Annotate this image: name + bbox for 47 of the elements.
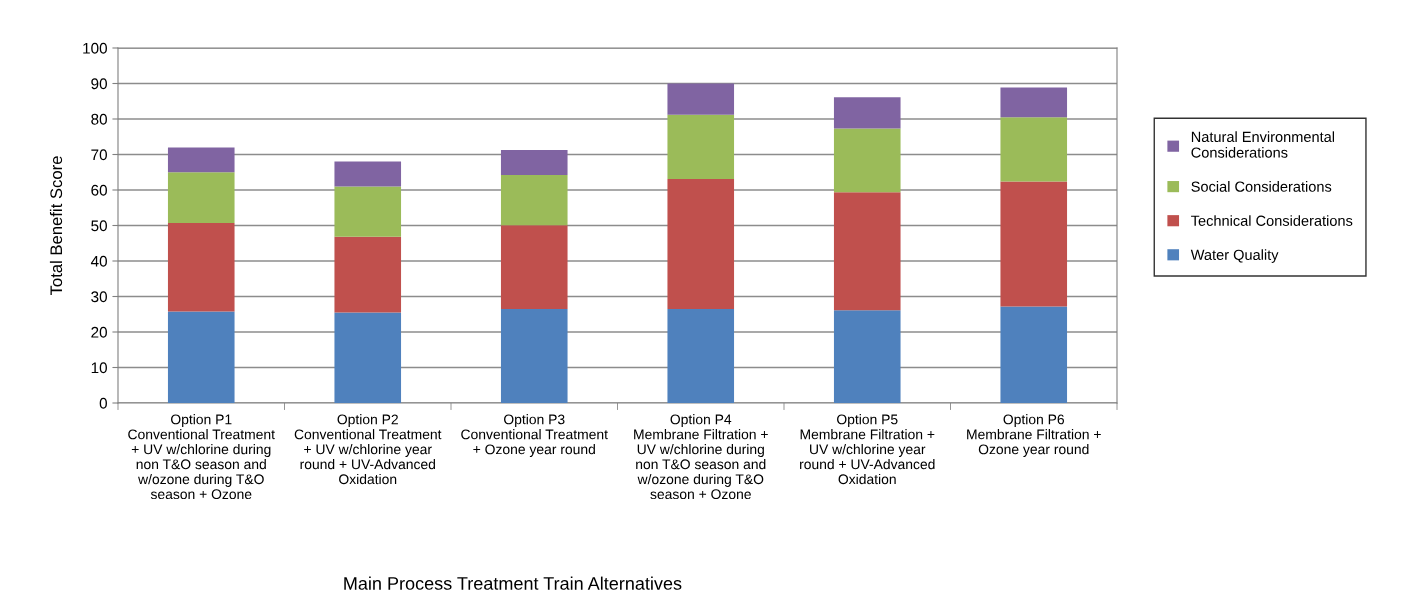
y-tick-label: 50 <box>91 220 107 232</box>
bar <box>500 149 568 176</box>
bar <box>500 308 568 403</box>
y-tick-label: 40 <box>90 255 107 267</box>
y-tick-label: 30 <box>91 291 107 303</box>
bar <box>1000 87 1068 118</box>
x-tick-label: Option P4 Membrane Filtration + UV w/chlorine during non T&O season and w/ozone during T&O season + Ozone <box>634 414 768 500</box>
bar <box>334 161 402 187</box>
bar <box>833 192 901 311</box>
x-tick-label: Option P1 Conventional Treatment + UV w/chlorine during non T&O season and w/ozone during T&O season + Ozone <box>128 414 275 500</box>
bar <box>833 97 901 129</box>
y-tick-label: 80 <box>91 113 107 125</box>
bar <box>1000 117 1068 182</box>
x-tick-label: Option P5 Membrane Filtration + UV w/chlorine year round + UV-Advanced Oxidation <box>800 414 935 485</box>
bar <box>1000 181 1068 307</box>
bar <box>667 83 735 115</box>
y-tick-label: 60 <box>91 184 107 196</box>
bar <box>167 311 235 403</box>
y-tick-label: 20 <box>91 326 107 338</box>
y-tick-label: 90 <box>91 78 107 90</box>
bar <box>667 114 735 179</box>
x-tick-label: Option P3 Conventional Treatment + Ozone year round <box>461 414 608 457</box>
y-axis-title: Total Benefit Score <box>49 156 63 296</box>
bar <box>167 223 235 312</box>
legend-label: Water Quality <box>1190 249 1279 263</box>
x-tick-label: Option P2 Conventional Treatment + UV w/chlorine year round + UV-Advanced Oxidation <box>294 414 442 485</box>
x-axis-title: Main Process Treatment Train Alternatives <box>344 576 682 590</box>
bar <box>334 236 402 313</box>
bar <box>334 186 402 237</box>
legend-label: Technical Considerations <box>1191 215 1353 226</box>
y-tick-label: 0 <box>99 397 107 409</box>
bar <box>167 147 235 173</box>
bar <box>833 310 901 403</box>
legend-label: Social Considerations <box>1191 181 1332 192</box>
y-tick-label: 100 <box>83 42 107 54</box>
bar <box>334 312 402 403</box>
bar <box>833 128 901 193</box>
y-tick-label: 70 <box>91 149 107 161</box>
bar <box>167 172 235 224</box>
y-tick-label: 10 <box>91 362 107 374</box>
x-tick-label: Option P6 Membrane Filtration + Ozone year round <box>967 414 1101 457</box>
legend-label: Natural Environmental Considerations <box>1191 131 1335 158</box>
bar <box>500 175 568 226</box>
bar <box>1000 306 1068 403</box>
bar <box>500 225 568 309</box>
bar <box>667 179 735 309</box>
bar <box>667 308 735 403</box>
